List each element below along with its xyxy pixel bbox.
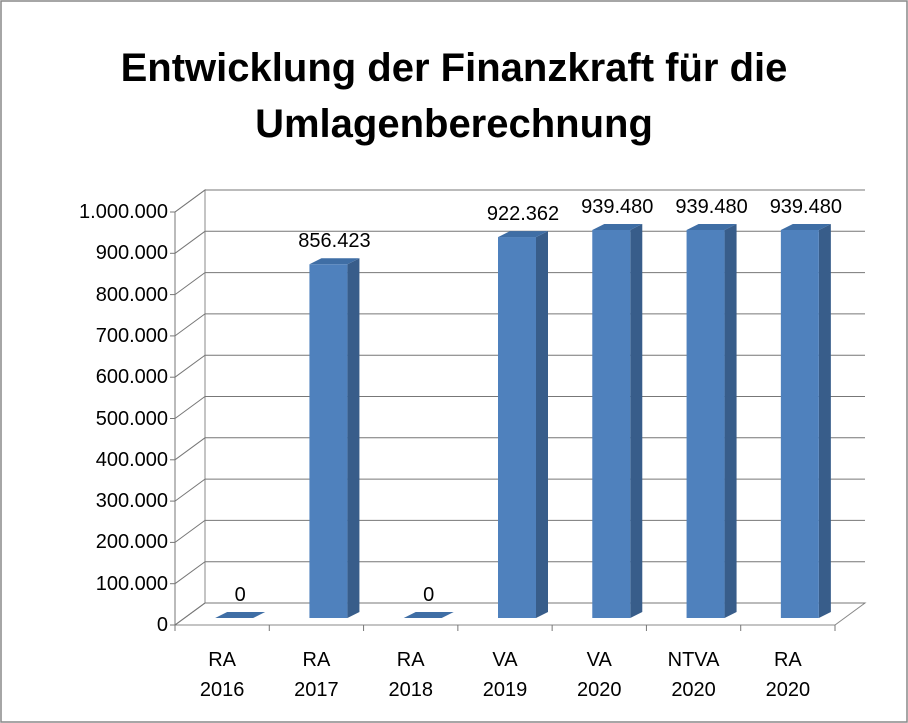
grid-line	[174, 272, 865, 296]
value-label: 939.480	[675, 195, 748, 218]
bar-side	[347, 258, 360, 618]
bar-side	[630, 223, 643, 619]
value-label: 856.423	[298, 230, 371, 253]
y-tick-label: 100.000	[95, 572, 168, 595]
bar	[780, 229, 819, 619]
x-tick-label: RA 2020	[765, 649, 811, 701]
value-label: 0	[234, 584, 246, 606]
grid-line	[174, 519, 865, 543]
y-tick-label: 400.000	[95, 448, 168, 471]
bar-side	[818, 223, 831, 619]
grid-line	[174, 396, 865, 419]
grid-line	[174, 561, 865, 585]
y-tick-label: 300.000	[95, 490, 168, 513]
y-tick-label: 1.000.000	[79, 201, 168, 223]
chart-title: Entwicklung der Finanzkraft für die Umla…	[120, 46, 788, 146]
value-label: 922.362	[486, 203, 560, 226]
bar-top	[403, 612, 454, 618]
bar	[309, 264, 348, 618]
y-tick-label: 0	[156, 614, 168, 636]
y-tick-label: 600.000	[95, 366, 168, 389]
y-tick-label: 700.000	[95, 324, 168, 347]
bar-top	[780, 223, 831, 230]
bar-top	[498, 231, 548, 238]
x-tick-label: RA 2018	[388, 649, 433, 701]
x-tick-label: RA 2017	[294, 649, 339, 701]
y-tick-label: 200.000	[95, 531, 168, 554]
x-tick-label: NTVA 2020	[667, 649, 720, 701]
grid-line	[174, 230, 865, 254]
bar-side	[536, 231, 548, 618]
bar-top	[686, 223, 737, 230]
bar-top	[592, 223, 643, 230]
y-tick-label: 800.000	[95, 283, 168, 306]
bar	[498, 237, 536, 618]
value-label: 0	[423, 584, 435, 606]
value-label: 939.480	[581, 195, 654, 218]
grid-line	[174, 602, 865, 626]
bar	[686, 229, 725, 619]
y-tick-label: 500.000	[95, 407, 168, 430]
x-tick-label: VA 2020	[577, 649, 622, 701]
grid-line	[174, 354, 865, 378]
bar	[592, 229, 631, 619]
x-tick-label: RA 2016	[199, 649, 245, 701]
value-label: 939.480	[769, 195, 842, 218]
bar-top	[215, 612, 266, 618]
grid-line	[174, 478, 865, 502]
grid-line	[174, 437, 865, 461]
bar-top	[309, 258, 360, 265]
x-tick-label: VA 2019	[482, 649, 528, 701]
y-tick-label: 900.000	[95, 242, 168, 265]
grid-line	[174, 313, 865, 337]
grid-line	[174, 189, 865, 213]
bar-side	[724, 223, 737, 619]
